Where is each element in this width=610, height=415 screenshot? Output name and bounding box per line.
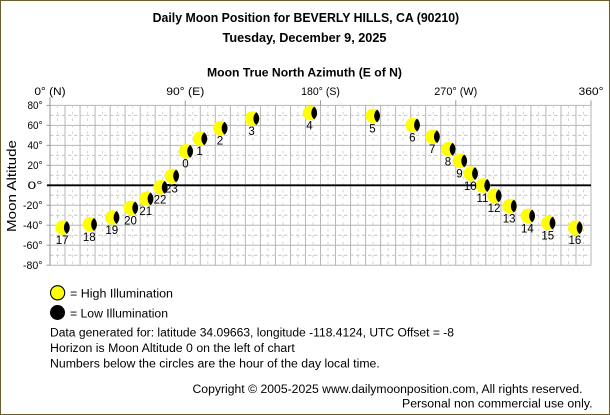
svg-text:Personal non commercial use on: Personal non commercial use only. bbox=[402, 399, 593, 411]
svg-text:23: 23 bbox=[165, 183, 178, 195]
svg-text:18: 18 bbox=[83, 232, 96, 244]
svg-text:-60°: -60° bbox=[23, 240, 43, 252]
svg-text:Daily Moon Position for BEVERL: Daily Moon Position for BEVERLY HILLS, C… bbox=[153, 11, 460, 25]
svg-text:40°: 40° bbox=[28, 140, 43, 152]
svg-text:-20°: -20° bbox=[23, 200, 43, 212]
svg-text:-80°: -80° bbox=[23, 260, 43, 272]
svg-text:Moon True North Azimuth (E of: Moon True North Azimuth (E of N) bbox=[207, 66, 402, 80]
svg-text:15: 15 bbox=[541, 231, 554, 243]
svg-text:Numbers below the circles are: Numbers below the circles are the hour o… bbox=[50, 358, 380, 370]
svg-text:-40°: -40° bbox=[23, 220, 43, 232]
svg-text:22: 22 bbox=[154, 195, 167, 207]
svg-text:2: 2 bbox=[217, 136, 223, 148]
svg-text:Moon Altitude: Moon Altitude bbox=[4, 140, 19, 232]
svg-text:= High Illumination: = High Illumination bbox=[70, 289, 173, 301]
svg-text:16: 16 bbox=[569, 235, 582, 247]
svg-text:= Low Illumination: = Low Illumination bbox=[70, 308, 168, 320]
svg-text:6: 6 bbox=[409, 133, 415, 145]
svg-text:12: 12 bbox=[488, 203, 501, 215]
svg-text:Horizon is Moon Altitude 0 on: Horizon is Moon Altitude 0 on the left o… bbox=[50, 343, 296, 355]
svg-text:270° (W): 270° (W) bbox=[434, 86, 477, 98]
svg-text:9: 9 bbox=[456, 168, 462, 180]
svg-text:0: 0 bbox=[182, 159, 188, 171]
svg-text:21: 21 bbox=[139, 206, 152, 218]
svg-text:19: 19 bbox=[105, 225, 118, 237]
svg-text:14: 14 bbox=[521, 223, 534, 235]
svg-text:8: 8 bbox=[445, 157, 451, 169]
svg-text:3: 3 bbox=[248, 126, 254, 138]
svg-text:11: 11 bbox=[477, 193, 489, 205]
svg-text:7: 7 bbox=[429, 144, 435, 156]
svg-text:Copyright © 2005-2025 www.dail: Copyright © 2005-2025 www.dailymoonposit… bbox=[193, 384, 583, 396]
svg-text:5: 5 bbox=[369, 123, 375, 135]
svg-text:90° (E): 90° (E) bbox=[166, 86, 204, 98]
svg-text:1: 1 bbox=[196, 146, 202, 158]
svg-text:0° (N): 0° (N) bbox=[34, 86, 65, 98]
svg-text:Data generated for: latitude 3: Data generated for: latitude 34.09663, l… bbox=[50, 328, 454, 340]
svg-text:0°: 0° bbox=[28, 180, 43, 192]
svg-text:20: 20 bbox=[124, 215, 137, 227]
svg-text:13: 13 bbox=[503, 214, 516, 226]
svg-text:180° (S): 180° (S) bbox=[301, 86, 340, 98]
svg-text:80°: 80° bbox=[28, 100, 43, 112]
svg-text:60°: 60° bbox=[28, 120, 43, 132]
svg-text:17: 17 bbox=[56, 235, 69, 247]
svg-text:4: 4 bbox=[306, 120, 313, 132]
svg-text:20°: 20° bbox=[28, 160, 43, 172]
svg-text:360°: 360° bbox=[579, 86, 604, 98]
svg-text:10: 10 bbox=[464, 181, 477, 193]
svg-text:Tuesday, December 9, 2025: Tuesday, December 9, 2025 bbox=[223, 31, 387, 45]
